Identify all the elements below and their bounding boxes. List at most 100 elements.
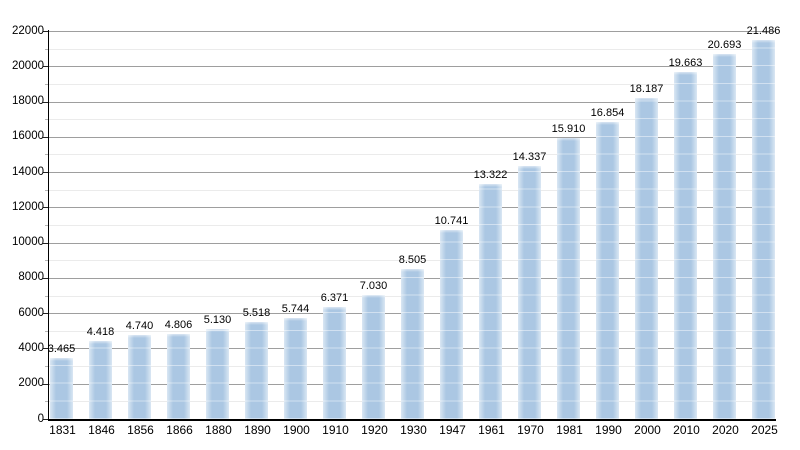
y-axis-tick-minor	[45, 295, 48, 297]
gridline-minor	[48, 189, 775, 191]
gridline-major	[48, 66, 775, 68]
x-axis-label: 1856	[127, 423, 154, 437]
bar-2020	[713, 54, 736, 419]
bar-1866	[167, 334, 190, 419]
y-axis-tick-minor	[45, 119, 48, 121]
gridline-major	[48, 101, 775, 103]
x-axis-label: 1970	[517, 423, 544, 437]
y-axis-label: 12000	[12, 200, 44, 213]
y-axis-label: 4000	[18, 341, 44, 354]
bar-value-label: 8.505	[398, 254, 427, 267]
bar-1846	[89, 341, 112, 419]
gridline-major	[48, 31, 775, 32]
y-axis-tick-major	[43, 313, 48, 315]
y-axis-tick-minor	[45, 401, 48, 403]
gridline-major	[48, 172, 775, 174]
bar-1831	[50, 357, 73, 419]
bar-1900	[284, 317, 307, 419]
bar-1970	[518, 166, 541, 419]
bar-value-label: 18.187	[629, 83, 664, 96]
bar-1930	[401, 269, 424, 419]
x-axis-label: 1920	[361, 423, 388, 437]
y-axis-label: 10000	[12, 236, 44, 249]
y-axis-tick-major	[43, 277, 48, 279]
gridline-major	[48, 136, 775, 138]
bar-value-label: 15.910	[551, 123, 586, 136]
gridline-minor	[48, 225, 775, 226]
y-axis-tick-minor	[45, 189, 48, 191]
x-axis-label: 2020	[712, 423, 739, 437]
bar-value-label: 5.744	[281, 302, 310, 315]
bar-value-label: 13.322	[473, 169, 508, 182]
bar-value-label: 3.465	[47, 342, 76, 355]
bar-1981	[557, 138, 580, 419]
y-axis-label: 14000	[12, 165, 44, 178]
bar-1910	[323, 306, 346, 419]
x-axis-label: 1846	[88, 423, 115, 437]
y-axis-label: 16000	[12, 130, 44, 143]
y-axis-tick-major	[43, 419, 48, 420]
x-axis-label: 1890	[244, 423, 271, 437]
y-axis-tick-major	[43, 383, 48, 385]
bar-1856	[128, 335, 151, 419]
bar-1961	[479, 184, 502, 419]
gridline-minor	[48, 83, 775, 85]
bar-value-label: 14.337	[512, 151, 547, 164]
y-axis-tick-minor	[45, 366, 48, 368]
y-axis-tick-minor	[45, 225, 48, 226]
gridline-major	[48, 242, 775, 244]
y-axis-label: 0	[37, 412, 44, 425]
y-axis-tick-major	[43, 172, 48, 174]
x-axis-label: 1910	[322, 423, 349, 437]
y-axis-tick-minor	[45, 330, 48, 332]
y-axis-tick-major	[43, 31, 48, 32]
x-axis-line	[48, 419, 776, 421]
x-axis-label: 1930	[400, 423, 427, 437]
x-axis-label: 1831	[49, 423, 76, 437]
y-axis-tick-minor	[45, 260, 48, 262]
gridline-major	[48, 207, 775, 209]
y-axis-tick-major	[43, 66, 48, 68]
bar-1947	[440, 229, 463, 419]
bar-value-label: 5.130	[203, 313, 232, 326]
bar-1880	[206, 328, 229, 419]
bar-value-label: 4.806	[164, 319, 193, 332]
bar-2025	[752, 40, 775, 419]
y-axis-label: 2000	[18, 377, 44, 390]
y-axis-tick-major	[43, 348, 48, 350]
bar-value-label: 7.030	[359, 280, 388, 293]
bar-value-label: 10.741	[434, 214, 469, 227]
gridline-minor	[48, 48, 775, 50]
bar-value-label: 16.854	[590, 106, 625, 119]
gridline-minor	[48, 119, 775, 121]
y-axis-tick-major	[43, 207, 48, 209]
y-axis-label: 18000	[12, 95, 44, 108]
bar-2000	[635, 98, 658, 419]
x-axis-label: 1981	[556, 423, 583, 437]
y-axis-label: 20000	[12, 59, 44, 72]
y-axis-tick-minor	[45, 48, 48, 50]
bar-value-label: 6.371	[320, 291, 349, 304]
x-axis-label: 1961	[478, 423, 505, 437]
y-axis-tick-minor	[45, 154, 48, 156]
y-axis-line	[48, 30, 49, 420]
y-axis-tick-major	[43, 136, 48, 138]
y-axis-tick-minor	[45, 83, 48, 85]
bar-2010	[674, 72, 697, 419]
x-axis-label: 2010	[673, 423, 700, 437]
bar-value-label: 19.663	[668, 57, 703, 70]
y-axis-label: 6000	[18, 306, 44, 319]
bar-value-label: 4.418	[86, 326, 115, 339]
y-axis-label: 22000	[12, 24, 44, 37]
x-axis-label: 1900	[283, 423, 310, 437]
bar-value-label: 5.518	[242, 306, 271, 319]
gridline-minor	[48, 260, 775, 262]
bar-value-label: 21.486	[746, 25, 781, 38]
y-axis-tick-major	[43, 242, 48, 244]
x-axis-label: 1990	[595, 423, 622, 437]
bar-value-label: 20.693	[707, 39, 742, 52]
x-axis-label: 1880	[205, 423, 232, 437]
bar-1990	[596, 121, 619, 419]
gridline-minor	[48, 154, 775, 156]
